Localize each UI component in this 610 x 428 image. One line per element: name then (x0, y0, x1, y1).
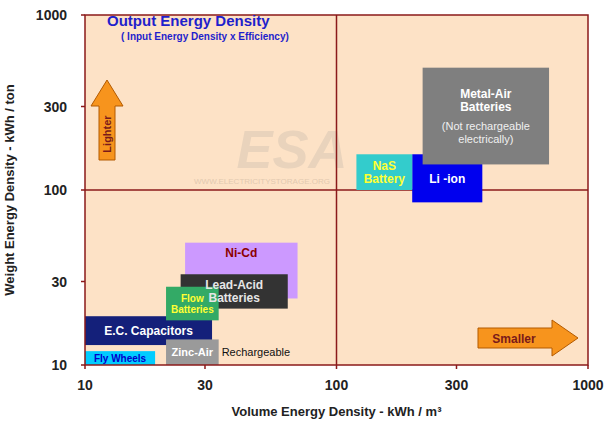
series-note: (Not rechargeableelectrically) (442, 120, 530, 145)
range-box (423, 68, 549, 165)
range-box (166, 339, 219, 365)
watermark: ESA (236, 119, 347, 179)
label-line: Lead-Acid (205, 278, 263, 292)
watermark: WWW.ELECTRICITYSTORAGE.ORG (194, 177, 330, 186)
plot-background (85, 15, 588, 365)
series-label: Metal-AirBatteries (460, 87, 512, 114)
annotation: Lighter (101, 115, 113, 153)
series-label: Lead-AcidBatteries (205, 278, 263, 305)
y-tick (81, 364, 85, 366)
label-line: E.C. Capacitors (104, 324, 193, 338)
series-label: E.C. Capacitors (104, 324, 193, 338)
y-tick-label: 30 (51, 274, 67, 290)
marks (85, 68, 549, 365)
series-note: Rechargeable (222, 346, 290, 358)
title: Output Energy Density (107, 12, 270, 29)
x-tick-label: 10 (77, 377, 93, 393)
x-axis-title: Volume Energy Density - kWh / m³ (232, 404, 443, 419)
y-tick-label: 100 (44, 182, 68, 198)
label-line: Fly Wheels (94, 353, 147, 364)
range-box (85, 351, 155, 365)
series-label: NaSBattery (364, 159, 406, 186)
series-label: Li -ion (429, 172, 465, 186)
label-line: Batteries (171, 304, 214, 315)
x-tick (336, 365, 338, 369)
series-label: Zinc-Air (172, 346, 214, 358)
y-tick-label: 300 (44, 99, 68, 115)
arrow-up (91, 80, 123, 160)
y-axis-title: Weight Energy Density - kWh / ton (2, 84, 17, 295)
y-tick-label: 10 (51, 357, 67, 373)
x-tick-label: 1000 (572, 377, 603, 393)
plot-frame (85, 15, 588, 365)
label-line: Ni-Cd (225, 246, 257, 260)
label-line: Batteries (209, 291, 261, 305)
note-line: (Not rechargeable (442, 120, 530, 132)
chart: ESAWWW.ELECTRICITYSTORAGE.ORG Lighter Smal… (0, 0, 610, 428)
label-line: Metal-Air (460, 87, 512, 101)
y-tick (81, 106, 85, 108)
y-tick (81, 189, 85, 191)
x-tick-label: 300 (445, 377, 469, 393)
y-tick (81, 14, 85, 16)
x-tick (204, 365, 206, 369)
label-line: Flow (181, 293, 204, 304)
series-label: Fly Wheels (94, 353, 147, 364)
x-tick-label: 30 (197, 377, 213, 393)
label-line: Batteries (460, 100, 512, 114)
note-line: electrically) (458, 133, 513, 145)
range-box (356, 154, 412, 190)
grid-line (85, 189, 588, 191)
label-line: Battery (364, 172, 406, 186)
x-tick (456, 365, 458, 369)
series-label: FlowBatteries (171, 293, 214, 315)
x-tick-label: 100 (325, 377, 349, 393)
x-tick (587, 365, 589, 369)
series-label: Ni-Cd (225, 246, 257, 260)
annotation: Smaller (492, 332, 536, 346)
y-tick (81, 281, 85, 283)
labels: Ni-CdLead-AcidBatteriesE.C. CapacitorsFl… (94, 87, 530, 364)
label-line: NaS (373, 159, 396, 173)
arrow-right (478, 320, 578, 356)
subtitle: ( Input Energy Density x Efficiency) (121, 31, 289, 42)
label-line: Zinc-Air (172, 346, 214, 358)
y-tick-label: 1000 (36, 7, 67, 23)
label-line: Li -ion (429, 172, 465, 186)
